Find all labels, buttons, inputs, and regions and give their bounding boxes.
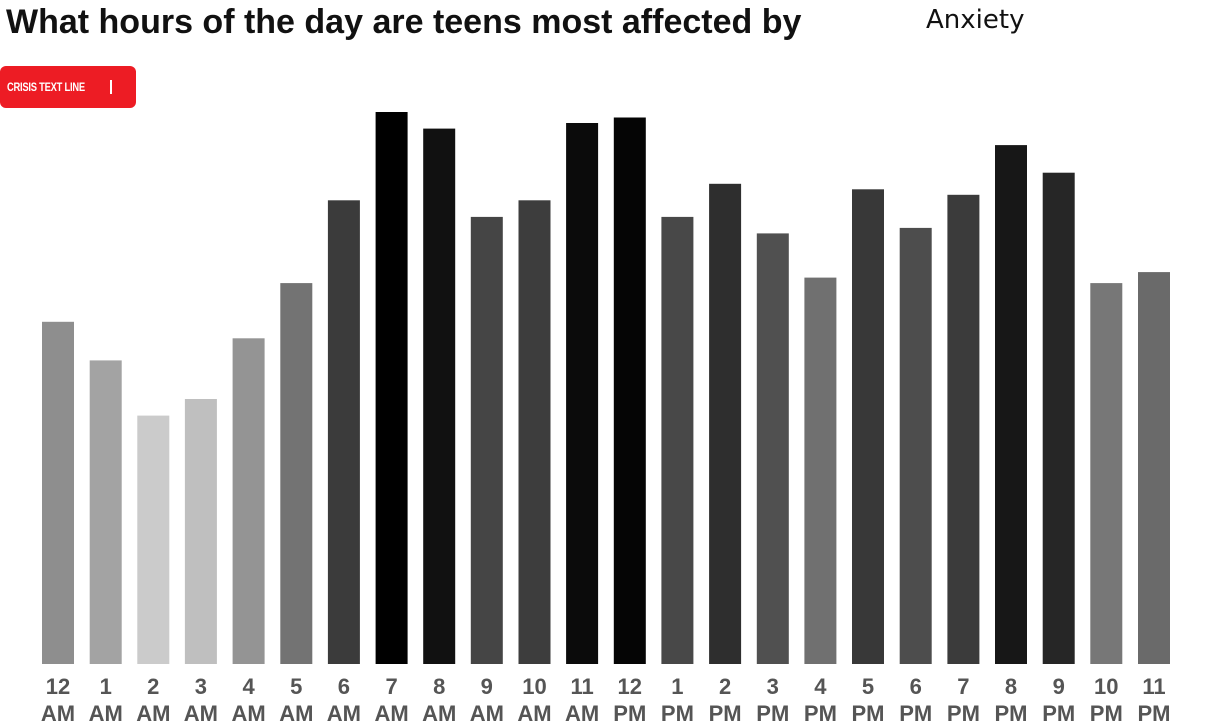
x-tick-hour: 8 [1005,674,1017,699]
bar-9-am[interactable] [470,216,503,664]
x-tick-period: AM [374,701,408,726]
x-tick-hour: 11 [570,674,593,699]
bar-3-pm[interactable] [756,233,789,664]
x-tick-hour: 7 [957,674,969,699]
bar-5-pm[interactable] [852,189,884,665]
bar-8-am[interactable] [423,128,456,665]
x-tick-period: PM [756,701,789,726]
logo-cursor-mark [109,80,112,94]
bar-2-am[interactable] [137,415,170,664]
x-tick-period: AM [41,701,75,726]
x-tick-period: PM [852,701,885,726]
bar-9-pm[interactable] [1042,172,1075,664]
x-tick-hour: 1 [100,674,112,699]
bar-3-am[interactable] [184,399,217,664]
x-tick-hour: 2 [147,674,159,699]
x-tick-hour: 9 [481,674,493,699]
x-tick-period: AM [327,701,361,726]
x-tick-hour: 3 [767,674,779,699]
bar-8-pm[interactable] [995,145,1027,665]
bar-7-am[interactable] [375,112,408,664]
bar-1-pm[interactable] [661,216,694,664]
x-tick-period: AM [89,701,123,726]
x-tick-hour: 4 [814,674,827,699]
x-tick-hour: 5 [290,674,302,699]
bar-4-pm[interactable] [804,277,837,664]
x-tick-period: PM [804,701,837,726]
bar-6-pm[interactable] [899,227,932,664]
x-tick-hour: 1 [671,674,683,699]
bar-12-am[interactable] [42,321,74,664]
x-tick-hour: 5 [862,674,874,699]
x-tick-period: AM [470,701,504,726]
bar-6-am[interactable] [327,200,360,665]
x-tick-hour: 2 [719,674,731,699]
bar-10-am[interactable] [518,200,551,665]
x-tick-period: AM [136,701,170,726]
x-tick-period: PM [899,701,932,726]
x-tick-hour: 9 [1053,674,1065,699]
crisis-text-line-logo[interactable]: CRISIS TEXT LINE [0,66,136,108]
x-tick-period: PM [995,701,1028,726]
x-tick-period: AM [184,701,218,726]
bar-4-am[interactable] [232,338,265,664]
x-tick-period: AM [231,701,265,726]
x-tick-hour: 6 [338,674,350,699]
x-tick-period: PM [613,701,646,726]
x-tick-period: AM [565,701,599,726]
x-tick-hour: 8 [433,674,445,699]
x-tick-hour: 3 [195,674,207,699]
x-tick-period: PM [1090,701,1123,726]
x-tick-period: PM [1042,701,1075,726]
x-tick-hour: 4 [242,674,255,699]
bar-5-am[interactable] [280,283,313,664]
x-tick-period: AM [517,701,551,726]
x-tick-hour: 12 [46,674,70,699]
x-tick-period: AM [422,701,456,726]
bar-7-pm[interactable] [947,194,980,665]
x-tick-period: PM [661,701,694,726]
x-tick-hour: 12 [618,674,642,699]
bar-10-pm[interactable] [1090,283,1123,664]
logo-text: CRISIS TEXT LINE [7,80,85,94]
bar-11-pm[interactable] [1138,272,1170,664]
bar-2-pm[interactable] [709,183,742,665]
x-tick-period: PM [1138,701,1171,726]
x-tick-period: AM [279,701,313,726]
x-tick-hour: 11 [1142,674,1165,699]
x-tick-hour: 10 [522,674,546,699]
bar-11-am[interactable] [566,123,599,664]
x-tick-hour: 6 [910,674,922,699]
topic-selector[interactable]: Anxiety [926,5,1025,35]
x-tick-hour: 10 [1094,674,1118,699]
x-tick-period: PM [947,701,980,726]
x-tick-period: PM [709,701,742,726]
bar-1-am[interactable] [89,360,122,664]
bar-12-pm[interactable] [613,117,646,665]
page-title: What hours of the day are teens most aff… [6,3,802,41]
x-tick-hour: 7 [385,674,397,699]
